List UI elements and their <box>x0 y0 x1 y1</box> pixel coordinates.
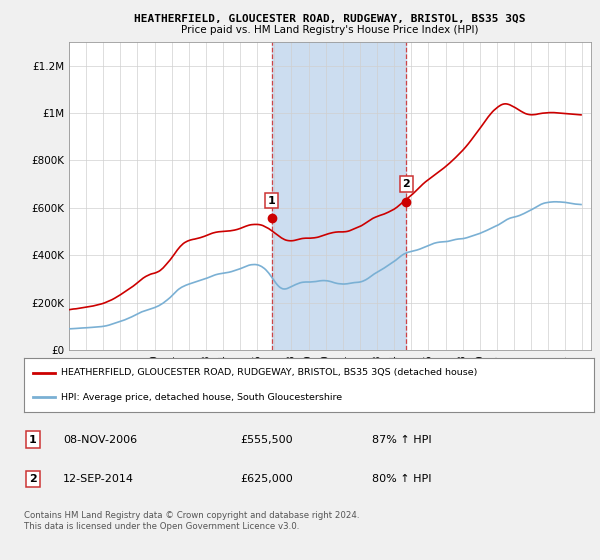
Text: 1: 1 <box>29 435 37 445</box>
Text: HEATHERFIELD, GLOUCESTER ROAD, RUDGEWAY, BRISTOL, BS35 3QS (detached house): HEATHERFIELD, GLOUCESTER ROAD, RUDGEWAY,… <box>61 368 478 377</box>
Bar <box>272 42 406 350</box>
Text: HPI: Average price, detached house, South Gloucestershire: HPI: Average price, detached house, Sout… <box>61 393 342 402</box>
Text: Contains HM Land Registry data © Crown copyright and database right 2024.
This d: Contains HM Land Registry data © Crown c… <box>24 511 359 531</box>
Text: Price paid vs. HM Land Registry's House Price Index (HPI): Price paid vs. HM Land Registry's House … <box>181 25 479 35</box>
Text: £555,500: £555,500 <box>240 435 293 445</box>
Text: 2: 2 <box>29 474 37 484</box>
Text: 12-SEP-2014: 12-SEP-2014 <box>63 474 134 484</box>
Text: 1: 1 <box>268 195 275 206</box>
Text: 2: 2 <box>402 179 410 189</box>
Text: 80% ↑ HPI: 80% ↑ HPI <box>372 474 431 484</box>
Text: £625,000: £625,000 <box>240 474 293 484</box>
Text: 08-NOV-2006: 08-NOV-2006 <box>63 435 137 445</box>
Text: HEATHERFIELD, GLOUCESTER ROAD, RUDGEWAY, BRISTOL, BS35 3QS: HEATHERFIELD, GLOUCESTER ROAD, RUDGEWAY,… <box>134 14 526 24</box>
Text: 87% ↑ HPI: 87% ↑ HPI <box>372 435 431 445</box>
